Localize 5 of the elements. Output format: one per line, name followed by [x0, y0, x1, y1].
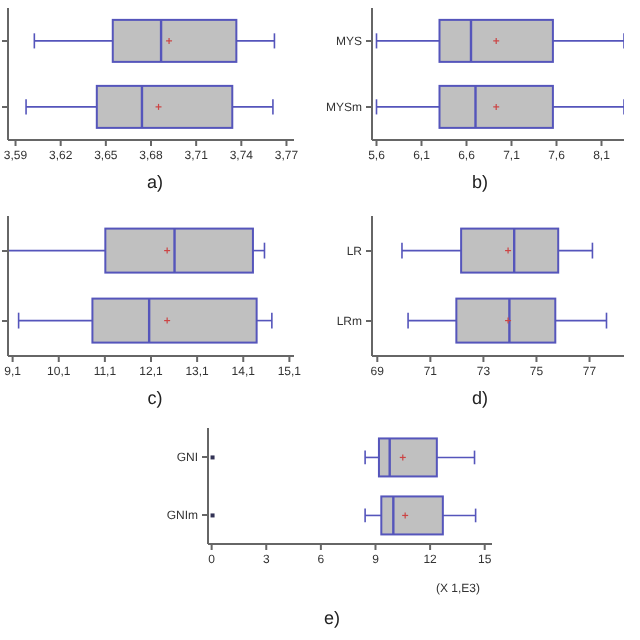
- text: e): [321, 608, 342, 628]
- text: a): [144, 172, 165, 192]
- text: b): [469, 172, 490, 192]
- text: d): [469, 388, 490, 408]
- text: c): [145, 388, 165, 408]
